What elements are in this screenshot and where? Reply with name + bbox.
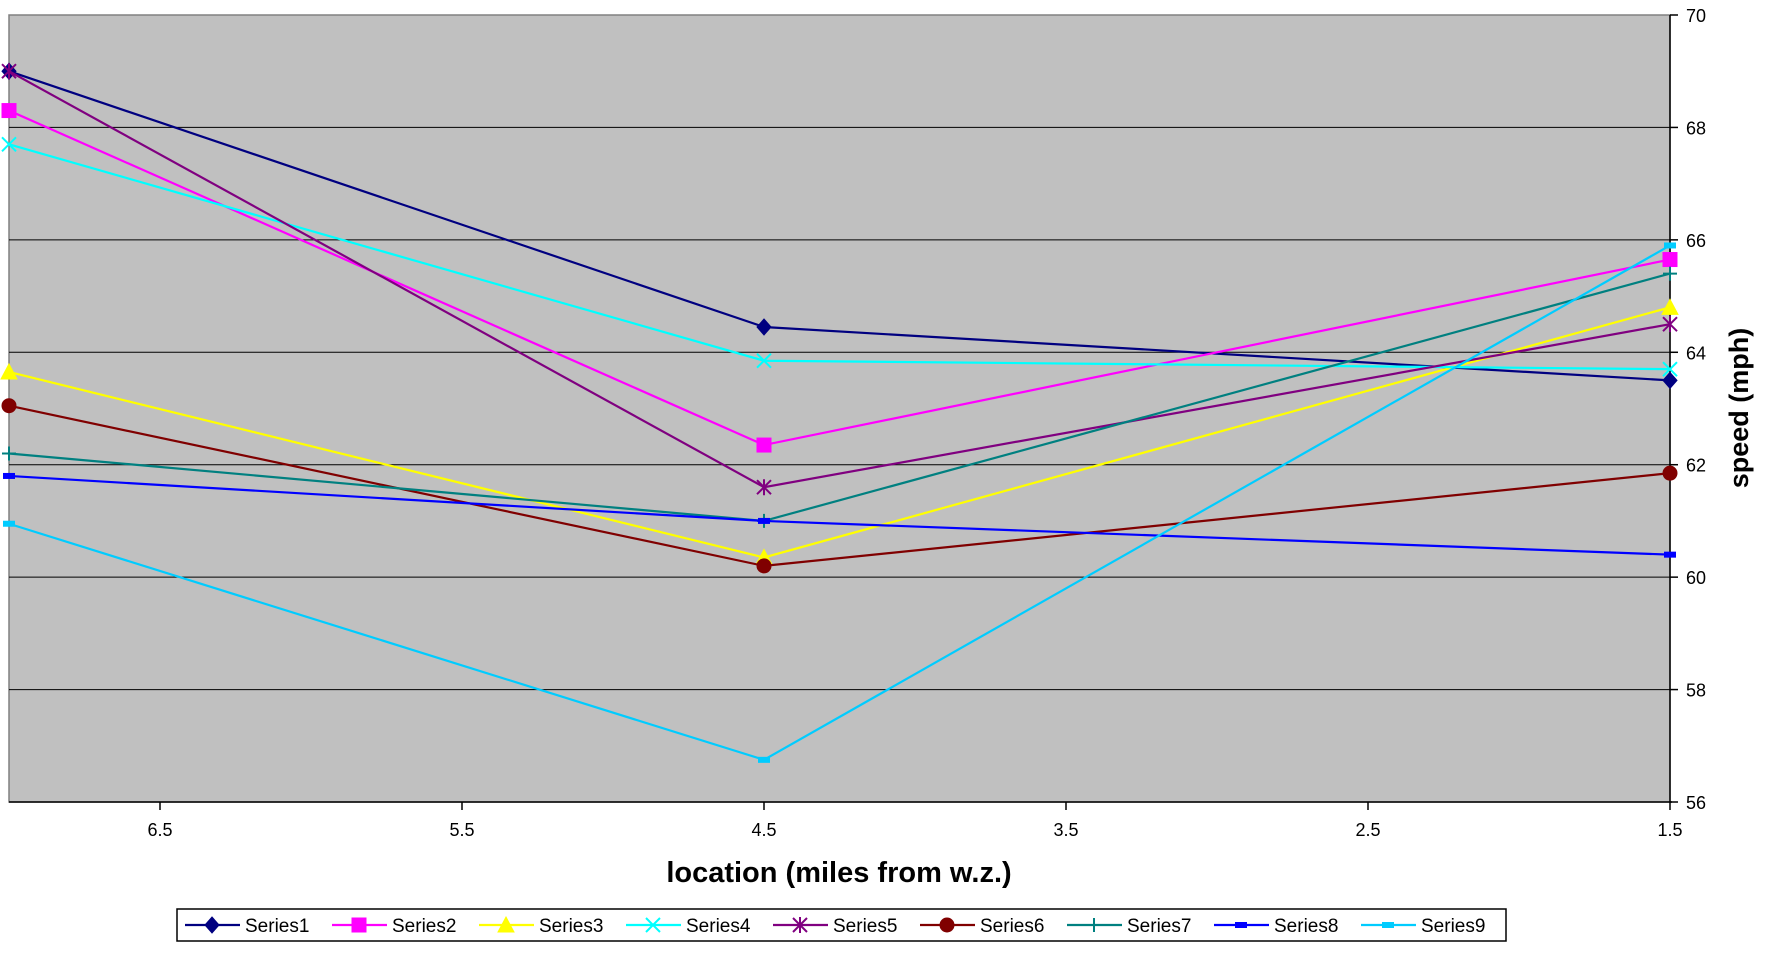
series-8 — [3, 472, 1676, 558]
series-group — [0, 62, 1679, 763]
data-point — [2, 446, 16, 461]
legend-swatch-marker — [204, 916, 220, 934]
data-point — [3, 472, 15, 479]
data-point — [1662, 371, 1678, 390]
x-tick-label: 6.5 — [147, 820, 172, 840]
data-point — [1662, 361, 1678, 377]
x-axis-title: location (miles from w.z.) — [666, 857, 1011, 889]
x-tick-label: 4.5 — [751, 820, 776, 840]
legend-label: Series4 — [686, 916, 751, 937]
y-tick-label: 60 — [1686, 568, 1706, 588]
data-point — [756, 558, 772, 574]
legend-label: Series8 — [1274, 916, 1338, 937]
legend-swatch-marker — [1382, 922, 1394, 928]
legend-box — [176, 908, 1507, 942]
series-5 — [1, 63, 1678, 496]
legend-label: Series3 — [539, 916, 603, 937]
legend-item-7: Series7 — [1067, 916, 1191, 937]
data-point — [3, 520, 15, 527]
legend-label: Series9 — [1421, 916, 1485, 937]
data-point — [1664, 242, 1676, 249]
legend: Series1 Series2 Series3 Series4 Series5 Serie… — [176, 908, 1507, 942]
data-point — [1, 136, 17, 153]
series-6 — [1, 398, 1678, 574]
legend-swatch-marker — [645, 917, 661, 933]
data-point — [1, 63, 17, 80]
data-point — [1662, 252, 1678, 268]
data-point — [1663, 266, 1677, 281]
y-tick-label: 62 — [1686, 456, 1706, 476]
data-point — [756, 353, 772, 369]
y-axis-title: speed (mph) — [1724, 328, 1754, 489]
x-tick-label: 5.5 — [449, 820, 474, 840]
x-tick-label: 3.5 — [1053, 820, 1078, 840]
legend-item-4: Series4 — [626, 916, 751, 937]
y-tick-label: 56 — [1686, 793, 1706, 813]
data-point — [1661, 298, 1679, 315]
data-point — [1664, 551, 1676, 558]
legend-label: Series1 — [245, 916, 309, 937]
x-tick-label: 1.5 — [1657, 820, 1682, 840]
legend-swatch-marker — [792, 917, 808, 933]
legend-swatch-marker — [351, 917, 367, 933]
legend-item-1: Series1 — [185, 916, 309, 937]
data-point — [0, 362, 18, 380]
legend-swatch-marker — [1235, 922, 1247, 928]
legend-item-2: Series2 — [332, 916, 456, 937]
data-point — [1, 398, 17, 414]
legend-swatch-marker — [939, 917, 955, 933]
series-4 — [1, 136, 1678, 377]
data-point — [756, 479, 772, 496]
legend-item-3: Series3 — [479, 915, 603, 937]
legend-item-6: Series6 — [920, 916, 1044, 937]
legend-swatch-marker — [497, 915, 515, 933]
y-tick-label: 58 — [1686, 681, 1706, 701]
legend-item-9: Series9 — [1361, 916, 1485, 937]
axes: 56 58 60 62 64 66 68 70 6.5 5.5 4.5 3.5 2.5 1.5 — [9, 6, 1706, 840]
legend-swatch-marker — [1087, 918, 1101, 932]
data-point — [1662, 465, 1678, 481]
legend-label: Series5 — [833, 916, 897, 937]
y-tick-label: 66 — [1686, 231, 1706, 251]
plot-area — [8, 14, 1671, 803]
data-point — [758, 756, 770, 763]
y-tick-label: 64 — [1686, 343, 1706, 363]
legend-label: Series6 — [980, 916, 1044, 937]
y-tick-label: 68 — [1686, 118, 1706, 138]
data-point — [1, 103, 17, 119]
data-point — [1662, 316, 1678, 333]
x-tick-label: 2.5 — [1355, 820, 1380, 840]
data-point — [756, 437, 772, 453]
data-point — [758, 517, 770, 524]
y-tick-label: 70 — [1686, 6, 1706, 26]
legend-item-5: Series5 — [773, 916, 897, 937]
series-9 — [3, 242, 1676, 763]
series-2 — [1, 103, 1678, 453]
legend-item-8: Series8 — [1214, 916, 1338, 937]
legend-label: Series7 — [1127, 916, 1191, 937]
data-point — [756, 318, 772, 336]
legend-label: Series2 — [392, 916, 456, 937]
